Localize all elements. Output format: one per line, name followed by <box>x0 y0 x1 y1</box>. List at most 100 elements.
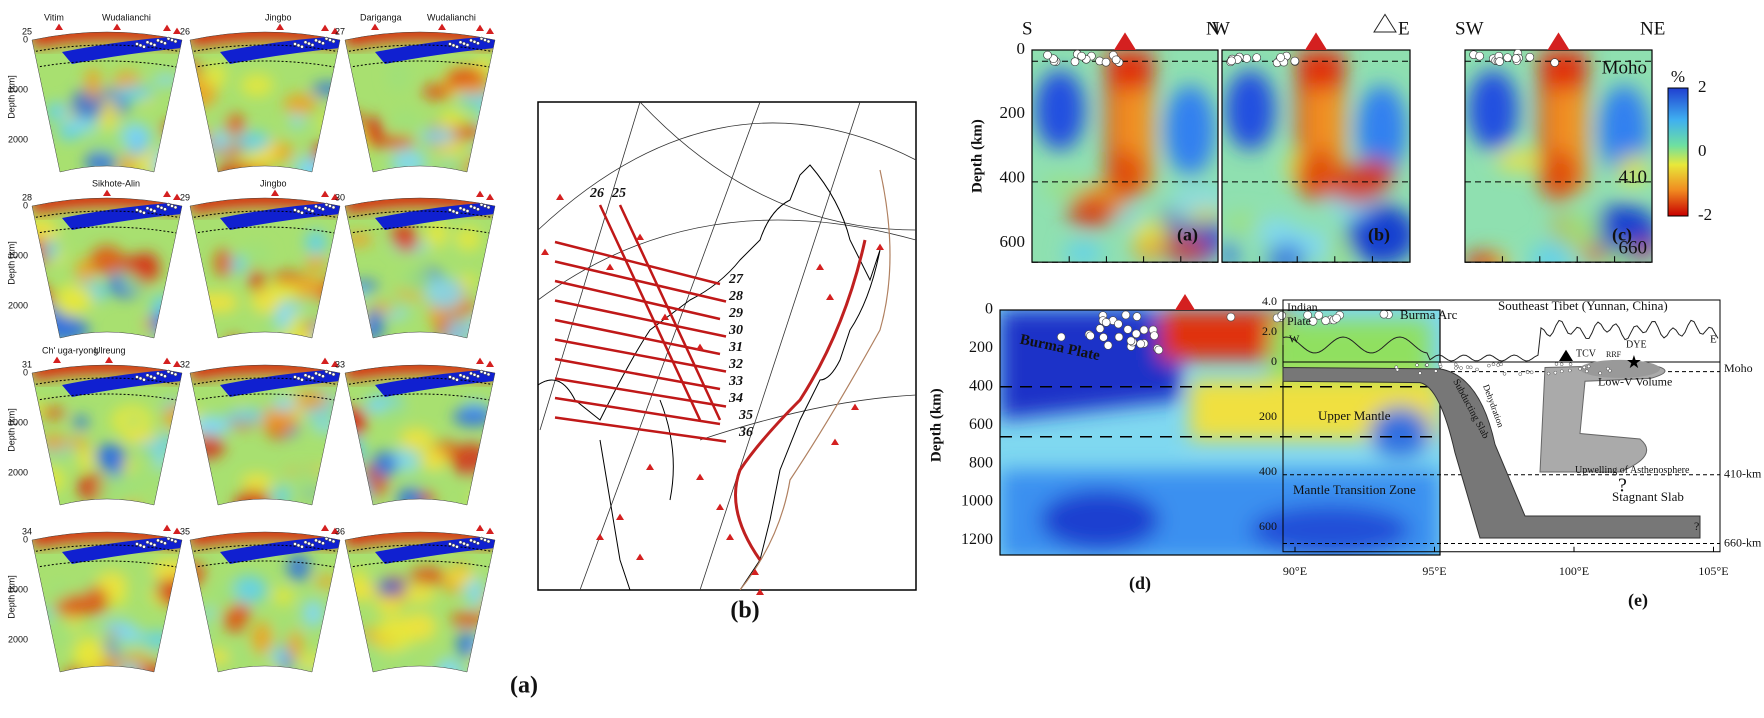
graticule <box>639 102 916 231</box>
anomaly <box>419 127 457 145</box>
anomaly <box>371 450 398 478</box>
outline <box>344 197 496 339</box>
annotation: Indian <box>1287 300 1318 314</box>
earthquake <box>138 376 143 381</box>
earthquake <box>472 539 477 544</box>
anomaly <box>479 165 495 172</box>
anomaly <box>240 73 274 97</box>
anomaly <box>345 302 366 330</box>
anomaly <box>380 402 406 425</box>
depth-tick-label: 2000 <box>8 634 28 644</box>
anomaly <box>120 121 151 154</box>
depth-tick-label: 600 <box>969 416 993 433</box>
discontinuity <box>32 226 182 235</box>
earthquake <box>1043 50 1052 60</box>
anomaly <box>1254 218 1298 246</box>
frame <box>999 309 1441 556</box>
anomaly <box>152 449 167 469</box>
anomaly <box>1599 245 1632 263</box>
map <box>538 102 916 590</box>
volcano <box>756 588 764 595</box>
anomaly <box>249 268 265 293</box>
anomaly <box>390 148 427 172</box>
discontinuity <box>190 210 340 219</box>
high-velocity <box>1346 205 1410 263</box>
anomaly <box>388 296 410 314</box>
anomaly <box>229 255 246 275</box>
anomaly <box>345 411 365 440</box>
anomaly <box>271 395 298 412</box>
earthquake <box>135 208 139 212</box>
anomaly <box>151 558 182 581</box>
elevation-tick-label: 0 <box>1271 354 1277 368</box>
volcano <box>876 243 884 250</box>
earthquake <box>170 38 174 42</box>
section-number: 28 <box>22 192 32 202</box>
tomography-section <box>1465 50 1652 263</box>
earthquake <box>1103 341 1113 350</box>
anomaly <box>78 447 94 471</box>
annotation: ? <box>1694 519 1699 533</box>
earthquake <box>465 209 470 213</box>
earthquake <box>479 369 484 374</box>
volcano <box>816 263 824 270</box>
volcano-name: Sikhote-Alin <box>92 178 140 188</box>
anomaly <box>87 132 128 153</box>
volcano <box>606 263 614 270</box>
depth-tick-label: 2000 <box>8 134 28 144</box>
anomaly <box>1162 236 1210 262</box>
slab <box>1282 366 1701 539</box>
anomaly <box>286 553 311 582</box>
earthquake <box>321 374 325 379</box>
volcano <box>163 24 171 31</box>
anomaly <box>50 581 68 601</box>
anomaly <box>426 277 465 310</box>
earthquake <box>156 204 160 209</box>
volcano <box>636 233 644 240</box>
earthquake <box>307 207 311 212</box>
earthquake <box>448 375 452 379</box>
earthquake <box>455 544 459 549</box>
anomaly <box>84 149 117 172</box>
earthquake <box>293 208 297 212</box>
outline <box>189 197 341 339</box>
earthquake <box>1086 331 1095 341</box>
anomaly <box>272 485 291 505</box>
earthquake <box>1502 372 1507 376</box>
anomaly <box>444 566 476 585</box>
tomography-section <box>190 32 340 172</box>
depth-tick-label: 0 <box>23 200 28 210</box>
anomaly <box>304 256 328 271</box>
anomaly <box>226 335 242 338</box>
earthquake <box>156 371 160 376</box>
high-velocity <box>1165 85 1216 175</box>
profile-label: 31 <box>728 340 743 355</box>
earthquake <box>472 372 477 377</box>
anomaly <box>289 313 304 327</box>
section-number: 33 <box>335 359 345 369</box>
earthquake <box>1475 367 1479 372</box>
earthquake <box>455 210 459 215</box>
tomography-section <box>190 198 340 338</box>
earthquake <box>458 206 463 211</box>
tomography-section <box>345 532 495 672</box>
anomaly <box>471 634 490 666</box>
earthquake <box>1126 336 1136 346</box>
volcano <box>173 27 181 34</box>
earthquake <box>1314 310 1324 320</box>
volcano <box>173 193 181 200</box>
profile-line <box>554 396 721 426</box>
anomaly <box>212 580 238 608</box>
discontinuity <box>345 226 495 235</box>
x-tick-label: 100°E <box>1559 564 1589 578</box>
earthquake <box>1585 369 1589 374</box>
anomaly <box>114 626 145 645</box>
anomaly <box>392 109 420 134</box>
earthquake <box>149 41 153 46</box>
anomaly <box>1552 212 1605 249</box>
anomaly <box>40 433 68 452</box>
profile-label: 30 <box>728 323 743 338</box>
high-velocity <box>1250 505 1410 555</box>
anomaly <box>345 462 359 484</box>
earthquake <box>307 41 311 46</box>
